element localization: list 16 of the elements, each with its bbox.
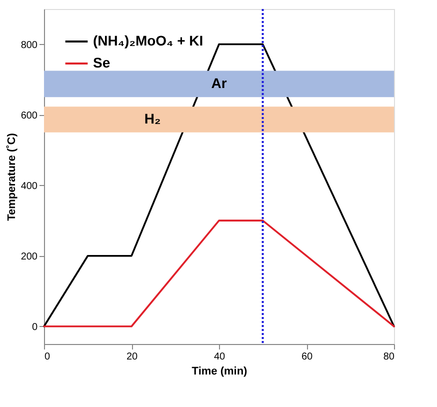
band-label: H₂ bbox=[144, 110, 161, 127]
y-tick-label: 800 bbox=[20, 40, 38, 51]
y-axis-title: Temperature (˚C) bbox=[6, 132, 18, 221]
y-tick-label: 200 bbox=[20, 251, 38, 262]
y-tick-label: 0 bbox=[32, 322, 38, 333]
x-tick-label: 60 bbox=[301, 352, 313, 362]
legend-label: Se bbox=[93, 54, 110, 70]
legend-label: (NH₄)₂MoO₄ + KI bbox=[93, 32, 204, 48]
x-tick-label: 80 bbox=[383, 352, 395, 362]
x-axis-title: Time (min) bbox=[192, 366, 248, 378]
x-tick-label: 0 bbox=[44, 352, 50, 362]
x-tick-label: 40 bbox=[214, 352, 226, 362]
y-tick-label: 600 bbox=[20, 110, 38, 122]
band-label: Ar bbox=[211, 74, 228, 91]
y-tick-label: 400 bbox=[20, 180, 38, 192]
x-tick-label: 20 bbox=[126, 352, 138, 362]
